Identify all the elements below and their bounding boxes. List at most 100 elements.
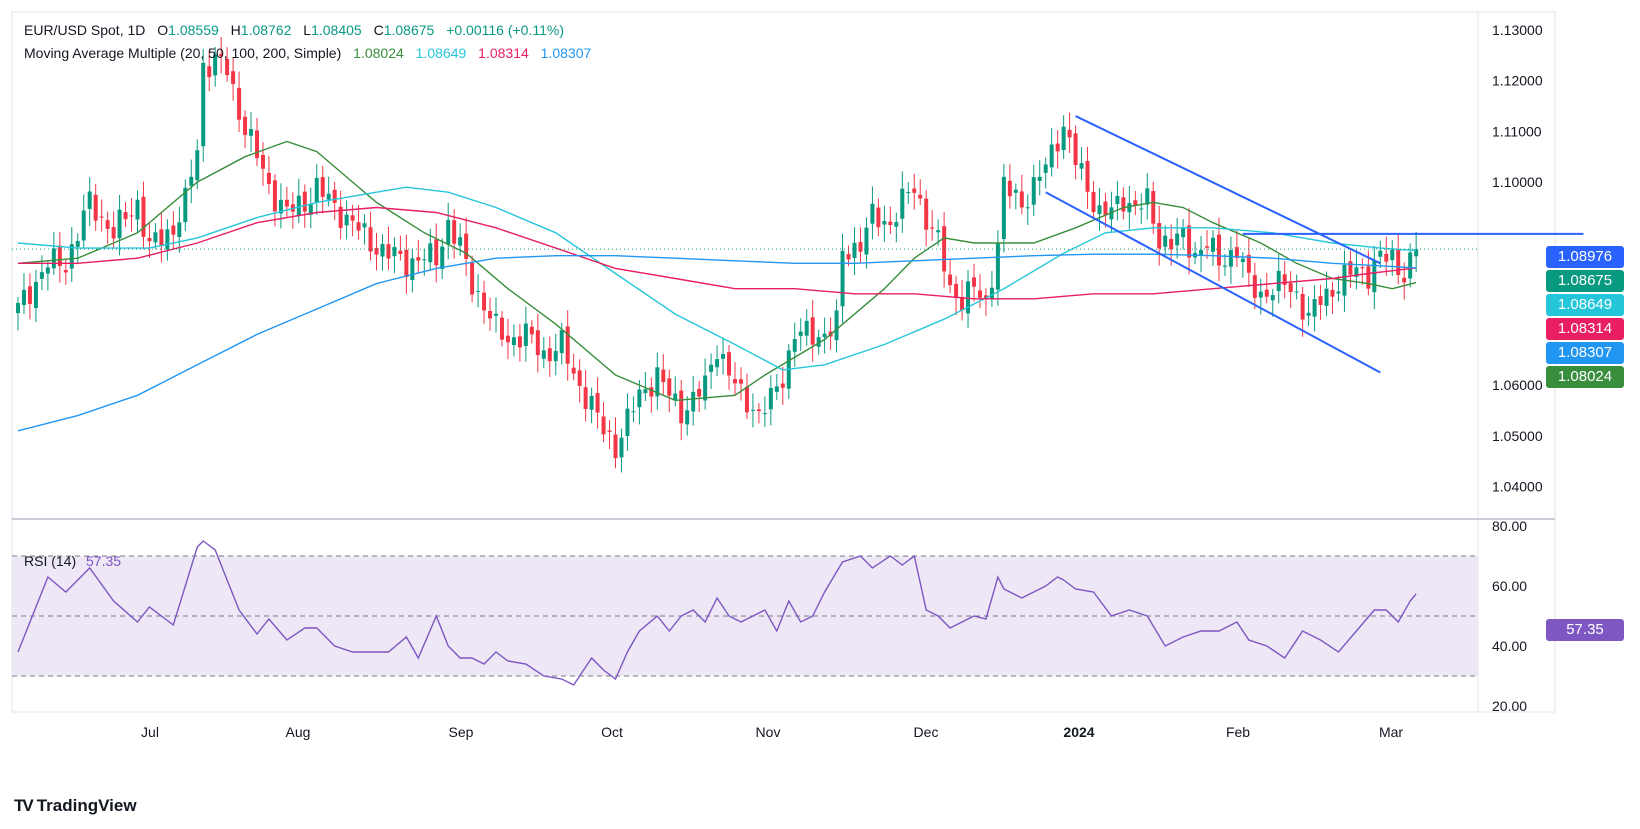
trendline-lower[interactable] [1045,191,1381,374]
candle-body [135,199,140,220]
candle-body [1163,235,1168,247]
candle-body [27,286,32,304]
candle-body [840,250,845,307]
rsi-line [17,540,1417,686]
candle-body [1258,291,1263,298]
price-tick-label: 1.13000 [1492,22,1543,38]
candle-body [488,310,493,319]
candle-body [213,54,218,76]
candle-body [744,386,749,413]
candle-body [374,247,379,255]
trendline-upper[interactable] [1075,115,1381,265]
candle-body [1139,208,1144,210]
candle-body [111,227,116,239]
candle-body [756,409,761,412]
candle-body [392,246,397,257]
candle-body [1366,266,1371,289]
candle-body [1073,133,1078,166]
ma-header: Moving Average Multiple (20, 50, 100, 20… [24,45,593,61]
candle-body [422,259,427,261]
candle-body [350,215,355,221]
candle-body [195,150,200,181]
ma-indicator-label[interactable]: Moving Average Multiple (20, 50, 100, 20… [24,45,342,61]
candle-body [1282,274,1287,285]
candle-body [189,176,194,186]
x-tick-label: Nov [756,724,781,740]
candle-body [237,87,242,120]
price-tick-label: 1.06000 [1492,377,1543,393]
candle-body [1402,277,1407,283]
candle-body [177,222,182,237]
x-tick-label: Dec [914,724,939,740]
candle-body [1396,249,1401,276]
candle-body [314,177,319,203]
candle-body [1091,191,1096,213]
candle-body [858,242,863,252]
candle-body [667,378,672,396]
candle-body [470,263,475,295]
ma20-line [17,140,1417,402]
candle-body [966,281,971,314]
candle-body [33,282,38,308]
ma200-price-tag: 1.08307 [1546,342,1624,364]
candle-body [930,227,935,229]
candle-body [649,387,654,397]
candle-body [266,172,271,184]
rsi-label[interactable]: RSI (14) [24,553,77,569]
candle-body [81,210,86,241]
candle-body [1025,207,1030,209]
candle-body [577,370,582,386]
candle-body [499,317,504,340]
candle-body [260,154,265,169]
candle-body [1097,205,1102,215]
candle-body [183,187,188,223]
candle-body [123,212,128,220]
candle-body [249,129,254,136]
candle-body [1175,233,1180,246]
candle-body [1336,291,1341,294]
candle-body [768,387,773,410]
candle-body [16,302,20,314]
candle-body [792,339,797,352]
candle-body [1384,253,1389,262]
x-tick-label: Feb [1226,724,1250,740]
candle-body [320,177,325,197]
candle-body [625,408,630,436]
candle-body [1318,296,1323,305]
open-label: O [157,22,169,38]
candle-body [1222,265,1227,267]
candle-body [1312,299,1317,317]
candle-body [870,203,875,224]
candle-body [147,237,152,242]
candle-body [972,277,976,287]
candle-body [1067,129,1072,138]
price-tick-label: 1.11000 [1492,123,1542,139]
candle-body [141,196,146,237]
candle-body [69,244,74,269]
candle-body [637,389,642,408]
candle-body [452,220,457,244]
candle-body [1408,252,1413,279]
tradingview-logo[interactable]: TV TradingView [14,796,137,816]
rsi-tick-label: 20.00 [1492,698,1527,714]
candle-body [284,199,289,207]
candle-body [1216,234,1221,266]
candle-body [398,250,403,254]
candle-body [703,375,708,401]
open-value: 1.08559 [168,22,219,38]
candle-body [243,116,248,135]
candle-body [613,434,618,459]
rsi-header: RSI (14) 57.35 [24,553,121,569]
candle-body [977,290,982,298]
price-tick-label: 1.04000 [1492,479,1543,495]
candle-body [416,257,421,261]
candle-body [619,437,624,458]
candle-body [1264,289,1269,297]
tradingview-name: TradingView [36,796,137,815]
ma20-value: 1.08024 [353,45,404,61]
symbol-title[interactable]: EUR/USD Spot, 1D [24,22,146,38]
candle-body [852,242,857,258]
candle-body [1013,189,1018,193]
candle-body [589,395,594,410]
